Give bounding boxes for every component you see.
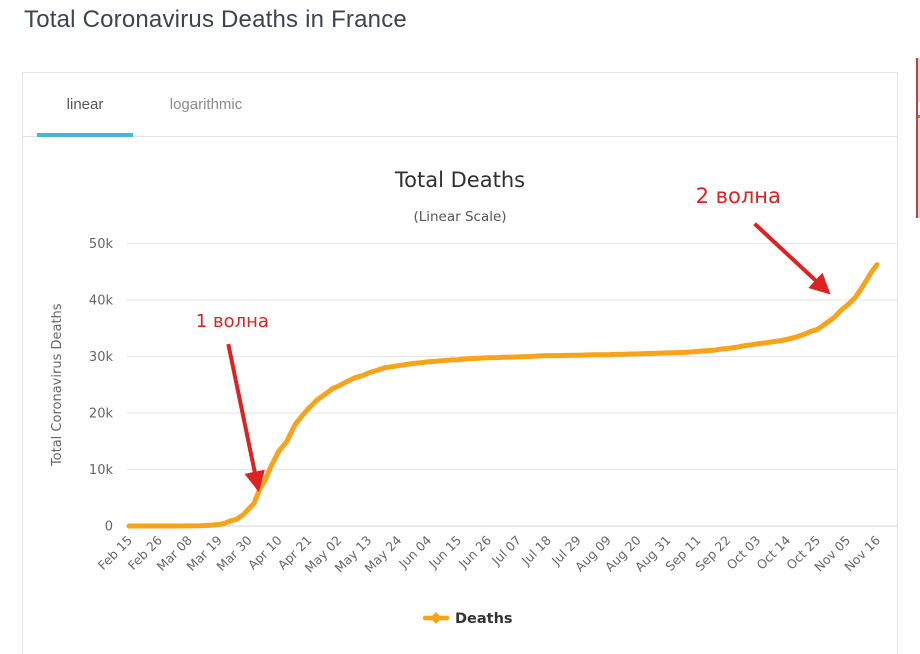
annotation-arrow-1: [226, 343, 265, 493]
scale-tabs: linear logarithmic: [23, 73, 897, 137]
x-tick-label: Jul 18: [518, 532, 554, 568]
active-tab-underline: [37, 133, 133, 137]
annotation-arrow-2: [753, 222, 831, 295]
y-axis-title: Total Coronavirus Deaths: [50, 303, 65, 467]
tab-linear-label: linear: [66, 96, 104, 113]
legend-item-deaths[interactable]: Deaths: [422, 611, 513, 627]
x-tick-label: Jul 07: [488, 533, 524, 569]
series-line-deaths: [126, 262, 880, 529]
chart-title: Total Deaths: [394, 168, 525, 192]
tab-logarithmic-label: logarithmic: [169, 96, 243, 113]
y-tick-label: 10k: [89, 463, 114, 478]
clipped-panel-notch: [918, 102, 920, 118]
legend-label: Deaths: [455, 611, 513, 627]
annotation-label-2: 2 волна: [696, 184, 781, 208]
y-tick-label: 20k: [89, 407, 114, 422]
x-tick-label: Jun 04: [395, 532, 434, 571]
y-tick-label: 50k: [89, 237, 114, 252]
x-tick-label: Jun 15: [425, 533, 464, 572]
chart-card: linear logarithmic Total Deaths (Linear S…: [22, 72, 899, 654]
chart-svg: Total Deaths (Linear Scale) 0 10k 20k 30k 40k 5…: [50, 168, 899, 627]
y-tick-label: 40k: [89, 294, 114, 309]
y-tick-label: 30k: [89, 350, 114, 365]
chart-plot-area[interactable]: Total Deaths (Linear Scale) 0 10k 20k 30k 40k 5…: [23, 137, 899, 654]
chart-subtitle: (Linear Scale): [413, 209, 506, 225]
x-tick-label: Jun 26: [455, 532, 494, 571]
legend-marker-diamond: [430, 612, 442, 624]
y-tick-label: 0: [105, 520, 113, 535]
clipped-right-panel: [916, 58, 920, 218]
annotation-label-1: 1 волна: [196, 311, 269, 332]
tab-linear[interactable]: linear: [37, 73, 133, 137]
page-title: Total Coronavirus Deaths in France: [24, 6, 407, 33]
green-dot: [918, 115, 920, 118]
tab-logarithmic[interactable]: logarithmic: [133, 73, 279, 136]
